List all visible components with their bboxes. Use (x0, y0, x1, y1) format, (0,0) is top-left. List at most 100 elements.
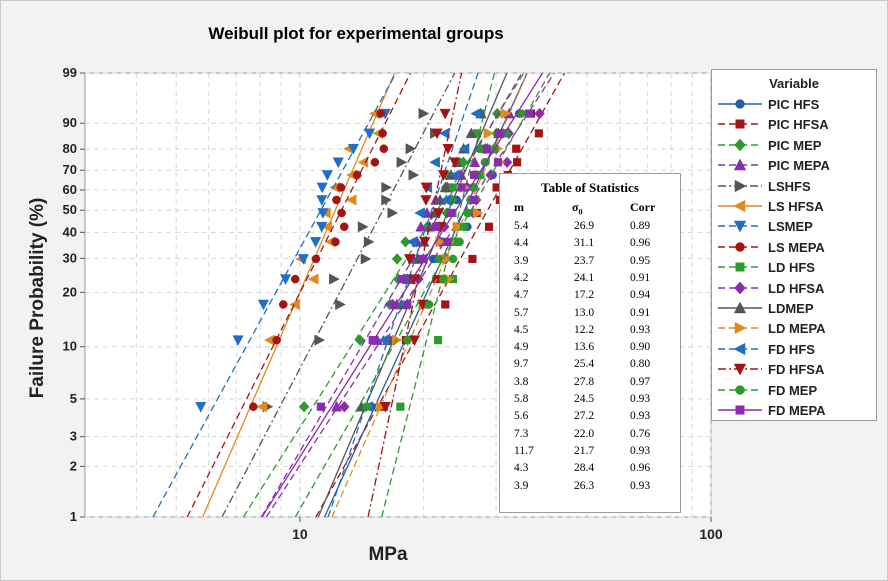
y-tick-label: 50 (63, 202, 77, 217)
data-point (493, 158, 503, 167)
stats-cell: 0.80 (630, 358, 651, 371)
legend-item: FD HFS (712, 339, 876, 361)
stats-cell: 0.94 (630, 289, 651, 302)
legend-label: PIC MEPA (768, 158, 830, 174)
data-point (407, 274, 420, 286)
data-point (463, 208, 472, 218)
data-point (310, 237, 322, 248)
legend-item: FD HFSA (712, 359, 876, 381)
data-point (256, 401, 268, 413)
stats-header-corr: Corr (630, 200, 656, 214)
data-point (534, 129, 543, 138)
series-fit-line (327, 73, 479, 517)
data-point (364, 128, 376, 140)
data-point (408, 169, 420, 181)
stats-row: 11.7 21.7 0.93 (500, 445, 680, 462)
stats-cell: 4.4 (514, 237, 529, 250)
data-point (431, 222, 440, 231)
legend-label: PIC HFSA (768, 117, 829, 133)
data-point (420, 195, 432, 206)
data-point (418, 107, 430, 120)
data-point (465, 127, 477, 139)
legend-marker (735, 405, 745, 415)
sigma-subscript: 0 (578, 207, 583, 217)
data-point (381, 181, 393, 194)
legend-label: LD HFSA (768, 280, 825, 296)
data-point (448, 183, 457, 192)
data-point (357, 221, 369, 233)
stats-cell: 4.3 (514, 462, 529, 475)
data-point (403, 335, 412, 345)
legend-item: PIC HFS (712, 94, 876, 116)
data-point (449, 169, 461, 181)
legend-label: LD HFS (768, 260, 815, 276)
data-point (321, 221, 332, 233)
data-point (272, 335, 281, 345)
stats-row: 4.9 13.6 0.90 (500, 341, 680, 358)
series-fit-line (260, 73, 523, 517)
series-fit-line (265, 73, 555, 517)
legend-swatch (718, 158, 762, 171)
stats-cell: 3.9 (514, 479, 529, 492)
data-point (446, 208, 456, 218)
legend-marker (733, 301, 747, 314)
data-point (439, 194, 451, 206)
stats-cell: 31.1 (574, 237, 595, 250)
data-point (339, 400, 350, 413)
stats-cell: 13.6 (574, 341, 595, 354)
stats-row: 4.7 17.2 0.94 (500, 289, 680, 306)
data-point (443, 237, 452, 246)
stats-row: 5.7 13.0 0.91 (500, 307, 680, 324)
stats-cell: 23.7 (574, 254, 595, 267)
legend-swatch (718, 179, 762, 192)
legend-marker (733, 158, 747, 171)
data-point (449, 157, 461, 169)
data-point (485, 169, 496, 181)
data-point (337, 208, 346, 218)
stats-cell: 0.76 (630, 427, 651, 440)
data-point (437, 170, 450, 181)
data-point (368, 336, 377, 345)
stats-cell: 4.9 (514, 341, 529, 354)
data-point (379, 144, 389, 154)
stats-row: 9.7 25.4 0.80 (500, 358, 680, 375)
data-point (405, 143, 417, 155)
data-point (403, 300, 412, 309)
data-point (378, 129, 387, 138)
legend-swatch (718, 281, 762, 294)
data-point (403, 254, 416, 265)
legend-label: FD MEP (768, 382, 818, 398)
stats-row: 4.3 28.4 0.96 (500, 462, 680, 479)
data-point (362, 402, 371, 412)
data-point (249, 402, 258, 412)
legend-item: FD MEP (712, 380, 876, 402)
legend-label: FD MEPA (768, 403, 826, 418)
data-point (396, 156, 408, 168)
stats-cell: 0.91 (630, 306, 651, 319)
data-point (354, 334, 366, 346)
stats-cell: 26.9 (574, 220, 595, 232)
stats-cell: 5.4 (514, 220, 529, 232)
stats-cell: 28.4 (574, 462, 595, 475)
data-point (406, 236, 417, 248)
data-point (512, 144, 521, 153)
statistics-table: Table of Statistics m σ0 Corr 5.4 26.9 0.8… (499, 173, 681, 513)
data-point (381, 194, 392, 206)
y-tick-label: 90 (63, 115, 77, 130)
data-point (470, 107, 482, 120)
stats-cell: 0.89 (630, 220, 651, 232)
stats-cell: 0.96 (630, 237, 651, 250)
legend-swatch (718, 119, 762, 129)
stats-row: 4.2 24.1 0.91 (500, 272, 680, 289)
y-tick-label: 2 (70, 458, 77, 473)
data-point (414, 207, 425, 219)
data-point (442, 143, 454, 155)
y-tick-label: 80 (63, 141, 77, 156)
data-point (298, 400, 310, 413)
stats-header-sigma0: σ0 (572, 200, 583, 216)
data-point (482, 144, 491, 153)
data-point (455, 237, 464, 247)
data-point (491, 107, 503, 120)
legend-item: PIC MEP (712, 135, 876, 157)
data-point (415, 220, 427, 232)
